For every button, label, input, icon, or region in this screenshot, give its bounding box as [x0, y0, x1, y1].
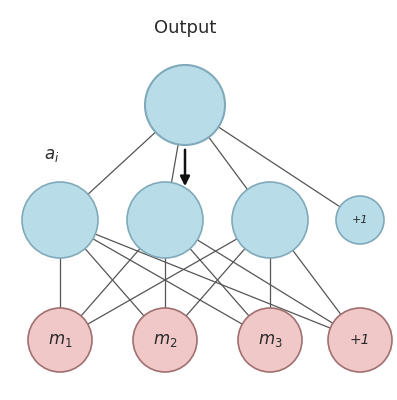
Circle shape — [232, 182, 308, 258]
Text: $m_2$: $m_2$ — [153, 331, 177, 349]
Circle shape — [28, 308, 92, 372]
Circle shape — [127, 182, 203, 258]
Circle shape — [133, 308, 197, 372]
Text: +1: +1 — [350, 333, 370, 347]
Circle shape — [328, 308, 392, 372]
Text: Output: Output — [154, 19, 216, 37]
Text: $m_1$: $m_1$ — [48, 331, 72, 349]
Circle shape — [22, 182, 98, 258]
Circle shape — [238, 308, 302, 372]
Text: $a_i$: $a_i$ — [44, 146, 60, 164]
Text: +1: +1 — [352, 215, 368, 225]
Text: $m_3$: $m_3$ — [258, 331, 282, 349]
Circle shape — [145, 65, 225, 145]
Circle shape — [336, 196, 384, 244]
